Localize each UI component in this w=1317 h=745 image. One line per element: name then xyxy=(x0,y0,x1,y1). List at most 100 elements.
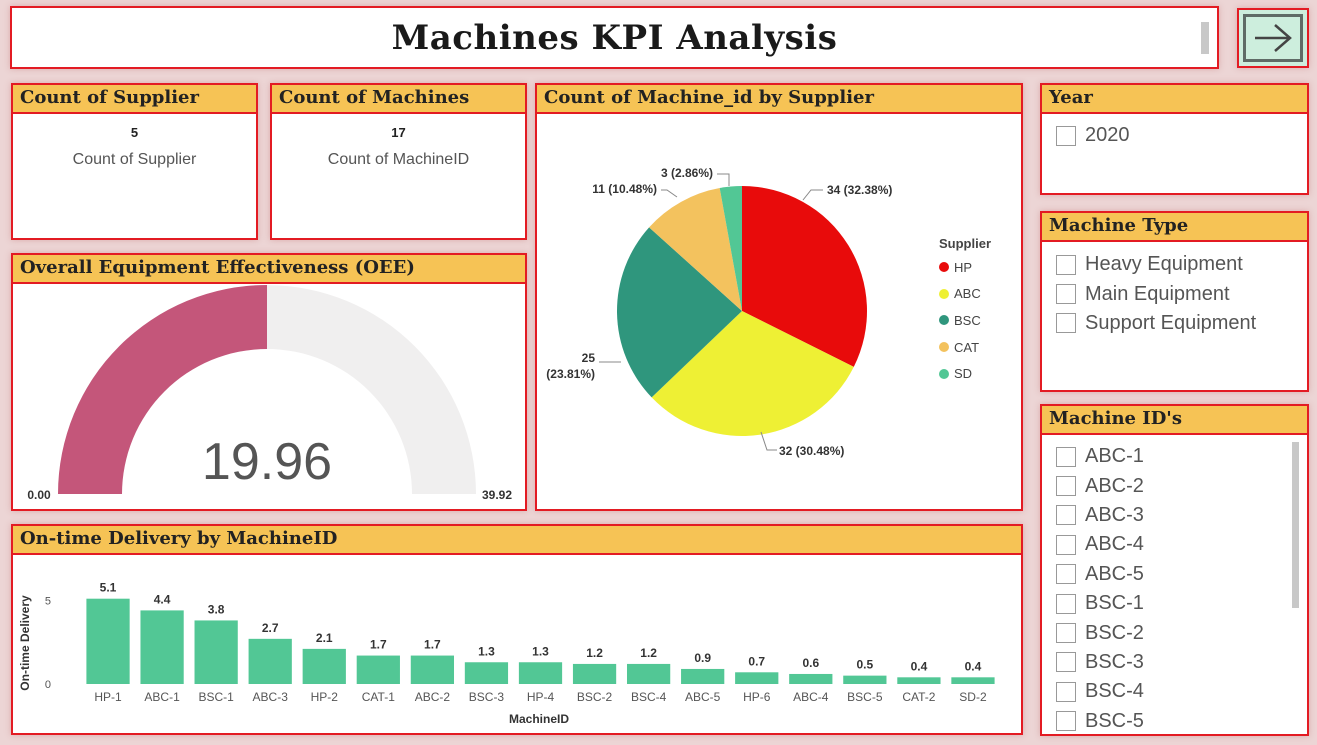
legend-item-sd[interactable]: SD xyxy=(939,360,991,387)
option-label: BSC-4 xyxy=(1085,680,1144,703)
bar-hp-6[interactable] xyxy=(735,672,779,684)
legend-swatch xyxy=(939,288,949,299)
bar-value-label: 0.7 xyxy=(748,654,765,668)
checkbox[interactable] xyxy=(1056,564,1076,585)
option-label: ABC-3 xyxy=(1085,503,1144,526)
bar-bsc-4[interactable] xyxy=(626,663,671,684)
machine-id-option[interactable]: BSC-5 xyxy=(1042,707,1307,734)
x-tick-label: ABC-3 xyxy=(253,690,289,704)
legend-label: BSC xyxy=(954,312,981,328)
bar-bsc-5[interactable] xyxy=(843,675,887,684)
bar-abc-5[interactable] xyxy=(681,668,725,684)
year-slicer: Year 2020 xyxy=(1040,83,1309,195)
checkbox[interactable] xyxy=(1056,593,1076,614)
pie-slice-hp[interactable] xyxy=(742,186,867,367)
x-tick-label: HP-2 xyxy=(311,690,339,704)
machine-id-option[interactable]: ABC-2 xyxy=(1042,471,1307,500)
option-label: Support Equipment xyxy=(1085,311,1257,334)
checkbox[interactable] xyxy=(1056,505,1076,526)
bar-chart: On-time Delivery MachineID 0 5 5.1 4.4 3.8 2… xyxy=(18,581,995,726)
gauge-value: 19.96 xyxy=(202,433,332,491)
next-page-button[interactable] xyxy=(1237,8,1309,68)
option-label: 2020 xyxy=(1085,124,1130,147)
bar-abc-4[interactable] xyxy=(789,673,833,684)
checkbox[interactable] xyxy=(1056,476,1076,497)
title-bar: Machines KPI Analysis xyxy=(10,6,1219,69)
legend-item-abc[interactable]: ABC xyxy=(939,281,991,308)
card-heading: Count of Machines xyxy=(272,85,525,114)
option-label: ABC-5 xyxy=(1085,562,1144,585)
bar-abc-1[interactable] xyxy=(140,610,184,684)
machine-id-option[interactable]: ABC-4 xyxy=(1042,530,1307,559)
year-option-2020[interactable]: 2020 xyxy=(1042,121,1307,150)
machine-id-option[interactable]: ABC-5 xyxy=(1042,560,1307,589)
machine-type-option-support-equipment[interactable]: Support Equipment xyxy=(1042,309,1307,338)
bar-value-label: 0.5 xyxy=(857,658,874,672)
bar-value-label: 1.3 xyxy=(478,644,495,658)
machine-id-option[interactable]: ABC-1 xyxy=(1042,442,1307,471)
machine-id-option[interactable]: BSC-4 xyxy=(1042,677,1307,706)
option-label: BSC-2 xyxy=(1085,621,1144,644)
machine-type-option-heavy-equipment[interactable]: Heavy Equipment xyxy=(1042,250,1307,279)
option-label: BSC-1 xyxy=(1085,592,1144,615)
pie-chart-panel: Count of Machine_id by Supplier 34 (32.3… xyxy=(535,83,1023,511)
title-scrollbar[interactable] xyxy=(1201,22,1209,54)
legend-swatch xyxy=(939,368,949,379)
pie-leader-sd xyxy=(717,173,730,186)
checkbox[interactable] xyxy=(1056,681,1076,702)
legend-item-bsc[interactable]: BSC xyxy=(939,307,991,334)
checkbox[interactable] xyxy=(1056,284,1076,305)
machine-id-slicer: Machine ID's ABC-1 ABC-2 ABC-3 ABC-4 ABC… xyxy=(1040,404,1309,736)
bar-abc-3[interactable] xyxy=(248,638,292,684)
card-count-of-machines: Count of Machines 17 Count of MachineID xyxy=(270,83,527,240)
option-label: Heavy Equipment xyxy=(1085,253,1243,276)
legend-item-hp[interactable]: HP xyxy=(939,254,991,281)
gauge-fill xyxy=(58,285,267,494)
checkbox[interactable] xyxy=(1056,313,1076,334)
bar-abc-2[interactable] xyxy=(410,655,455,684)
bar-sd-2[interactable] xyxy=(951,677,995,684)
machine-id-option[interactable]: ABC-3 xyxy=(1042,501,1307,530)
legend-swatch xyxy=(939,262,949,273)
pie-slice-sd[interactable] xyxy=(719,186,742,311)
bar-value-label: 0.4 xyxy=(965,659,982,673)
bar-bsc-1[interactable] xyxy=(194,620,238,684)
pie-slice-bsc[interactable] xyxy=(617,227,742,398)
legend-item-cat[interactable]: CAT xyxy=(939,334,991,361)
checkbox[interactable] xyxy=(1056,534,1076,555)
pie-slice-cat[interactable] xyxy=(649,188,742,311)
legend-label: CAT xyxy=(954,339,980,355)
pie-slice-abc[interactable] xyxy=(651,311,854,437)
pie-label-hp: 34 (32.38%) xyxy=(827,183,892,197)
checkbox[interactable] xyxy=(1056,254,1076,275)
legend-title: Supplier xyxy=(939,236,992,251)
pie-legend: Supplier HP ABC BSC CAT SD xyxy=(939,236,991,387)
checkbox[interactable] xyxy=(1056,652,1076,673)
machine-id-option[interactable]: BSC-1 xyxy=(1042,589,1307,618)
x-tick-label: BSC-3 xyxy=(469,690,505,704)
option-label: ABC-4 xyxy=(1085,533,1144,556)
checkbox[interactable] xyxy=(1056,446,1076,467)
y-tick-label: 5 xyxy=(45,595,51,607)
machine-id-scrollbar[interactable] xyxy=(1292,442,1299,608)
machine-type-options: Heavy Equipment Main Equipment Support E… xyxy=(1042,242,1307,338)
machine-type-option-main-equipment[interactable]: Main Equipment xyxy=(1042,279,1307,308)
option-label: BSC-3 xyxy=(1085,650,1144,673)
pie-chart: 34 (32.38%) 32 (30.48%) 25 (23.81%) 11 (… xyxy=(546,166,892,458)
legend-swatch xyxy=(939,342,949,353)
bar-hp-1[interactable] xyxy=(86,598,130,684)
bar-bsc-2[interactable] xyxy=(572,663,617,684)
bar-bsc-3[interactable] xyxy=(464,662,509,684)
bar-hp-4[interactable] xyxy=(518,662,563,684)
checkbox[interactable] xyxy=(1056,711,1076,732)
checkbox[interactable] xyxy=(1056,125,1076,146)
bar-cat-2[interactable] xyxy=(897,677,941,684)
machine-id-option[interactable]: BSC-3 xyxy=(1042,648,1307,677)
y-axis-label: On-time Delivery xyxy=(18,595,32,691)
checkbox[interactable] xyxy=(1056,623,1076,644)
x-tick-label: ABC-1 xyxy=(144,690,180,704)
bar-cat-1[interactable] xyxy=(356,655,400,684)
bar-value-label: 1.2 xyxy=(640,646,657,660)
bar-hp-2[interactable] xyxy=(302,648,346,684)
machine-id-option[interactable]: BSC-2 xyxy=(1042,618,1307,647)
